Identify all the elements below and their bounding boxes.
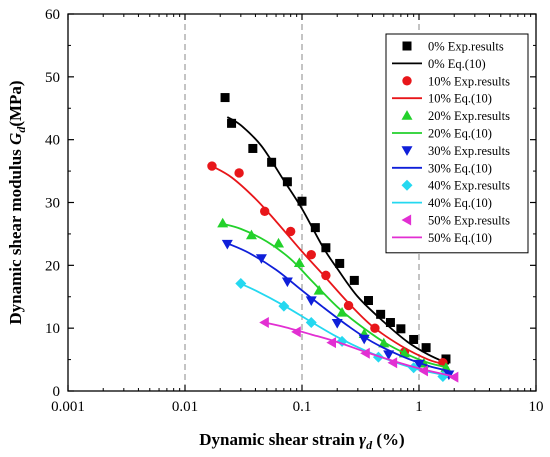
series-5-point bbox=[418, 365, 428, 377]
series-3-point bbox=[221, 239, 233, 250]
legend-label: 40% Eq.(10) bbox=[428, 196, 492, 210]
x-axis-title-subscript: d bbox=[366, 438, 373, 452]
series-2-point bbox=[336, 306, 348, 317]
y-axis-title-main: Dynamic shear modulus bbox=[6, 145, 25, 325]
series-5-point bbox=[259, 317, 269, 329]
series-3-point bbox=[331, 319, 343, 329]
axes: 0.001 0.01 0.1 1 10 0 10 20 30 40 50 60 bbox=[45, 7, 544, 415]
legend-label: 30% Eq.(10) bbox=[428, 161, 492, 175]
series-3-point bbox=[255, 254, 267, 264]
series-1-point bbox=[343, 300, 354, 311]
series-2-point bbox=[217, 217, 229, 228]
series-0-point bbox=[220, 93, 230, 103]
series-5-point bbox=[291, 326, 301, 338]
series-5-point bbox=[448, 371, 459, 383]
series-5-point bbox=[387, 357, 398, 369]
y-axis-title-symbol: G bbox=[6, 132, 25, 145]
x-tick-label: 10 bbox=[529, 399, 544, 415]
legend-label: 50% Exp.results bbox=[428, 214, 510, 228]
y-tick-label: 10 bbox=[45, 321, 60, 337]
legend-marker-3 bbox=[401, 146, 413, 156]
series-2-point bbox=[245, 229, 257, 240]
series-2-point bbox=[273, 237, 285, 248]
legend-label: 10% Eq.(10) bbox=[428, 92, 492, 106]
x-axis-title-main: Dynamic shear strain bbox=[199, 430, 359, 449]
series-4-point bbox=[278, 300, 290, 312]
legend-label: 0% Eq.(10) bbox=[428, 57, 486, 71]
series-3-point bbox=[383, 350, 395, 361]
series-3-point bbox=[281, 277, 293, 288]
series-0-point bbox=[297, 196, 307, 206]
y-axis-title: Dynamic shear modulus Gd(MPa) bbox=[6, 80, 28, 324]
series-0-point bbox=[248, 143, 258, 153]
x-tick-label: 1 bbox=[415, 399, 423, 415]
legend-marker-2 bbox=[401, 110, 413, 120]
series-0-point bbox=[267, 157, 277, 167]
y-tick-label: 20 bbox=[45, 258, 60, 274]
series-0-point bbox=[409, 334, 419, 344]
legend-marker-4 bbox=[401, 179, 413, 191]
series-0-point bbox=[396, 324, 406, 334]
series-1-point bbox=[370, 323, 380, 333]
series-1-point bbox=[285, 226, 296, 237]
series-2-point bbox=[293, 257, 305, 267]
series-5-point bbox=[360, 347, 370, 359]
series-0-point bbox=[363, 296, 373, 306]
x-axis-title-unit: (%) bbox=[372, 430, 405, 449]
series-1-point bbox=[260, 206, 270, 216]
y-axis-title-unit: (MPa) bbox=[6, 80, 25, 126]
series-0-point bbox=[385, 318, 395, 328]
series-4-point bbox=[235, 278, 247, 290]
series-2-point bbox=[398, 347, 410, 358]
y-tick-label: 30 bbox=[45, 196, 60, 212]
legend-marker-0 bbox=[402, 41, 412, 51]
series-0-point bbox=[376, 309, 386, 319]
series-0-point bbox=[349, 275, 359, 285]
legend-label: 0% Exp.results bbox=[428, 40, 504, 54]
x-axis-title: Dynamic shear strain γd (%) bbox=[199, 430, 404, 452]
y-tick-label: 60 bbox=[45, 7, 60, 23]
legend: 0% Exp.results 0% Eq.(10) 10% Exp.results 1… bbox=[385, 33, 529, 254]
x-tick-label: 0.01 bbox=[172, 399, 198, 415]
series-1-point bbox=[321, 270, 331, 281]
series-5-point bbox=[326, 337, 336, 349]
x-tick-label: 0.1 bbox=[293, 399, 312, 415]
x-axis-title-symbol: γ bbox=[359, 430, 367, 449]
series-0-point bbox=[282, 177, 292, 187]
series-2-fit-line bbox=[222, 222, 450, 369]
series-0-point bbox=[441, 354, 451, 364]
x-tick-label: 0.001 bbox=[51, 399, 85, 415]
legend-marker-5 bbox=[401, 214, 412, 226]
y-tick-label: 50 bbox=[45, 70, 60, 86]
legend-label: 20% Exp.results bbox=[428, 109, 510, 123]
legend-label: 40% Exp.results bbox=[428, 179, 510, 193]
y-tick-label: 40 bbox=[45, 133, 60, 149]
series-1-point bbox=[234, 168, 244, 178]
series-0-point bbox=[335, 258, 345, 268]
legend-label: 10% Exp.results bbox=[428, 74, 510, 88]
series-4-point bbox=[305, 317, 317, 329]
series-0-point bbox=[310, 223, 320, 233]
legend-label: 30% Exp.results bbox=[428, 144, 510, 158]
series-2-point bbox=[378, 337, 390, 348]
series-3-point bbox=[413, 359, 425, 370]
series-0-point bbox=[321, 243, 331, 253]
y-axis-title-subscript: d bbox=[14, 126, 28, 133]
series-2-point bbox=[313, 284, 325, 295]
legend-label: 50% Eq.(10) bbox=[428, 231, 492, 245]
series-0-point bbox=[227, 118, 237, 128]
series-1-point bbox=[207, 161, 217, 171]
legend-label: 20% Eq.(10) bbox=[428, 127, 492, 141]
series-0-point bbox=[421, 343, 431, 353]
series-3-point bbox=[305, 296, 317, 307]
series-layer bbox=[207, 93, 459, 383]
legend-marker-1 bbox=[402, 76, 412, 86]
y-tick-label: 0 bbox=[53, 384, 61, 400]
series-0 bbox=[220, 93, 451, 365]
series-4 bbox=[235, 278, 449, 383]
series-5 bbox=[259, 317, 459, 383]
series-3-point bbox=[358, 334, 370, 345]
series-1-point bbox=[306, 249, 316, 260]
